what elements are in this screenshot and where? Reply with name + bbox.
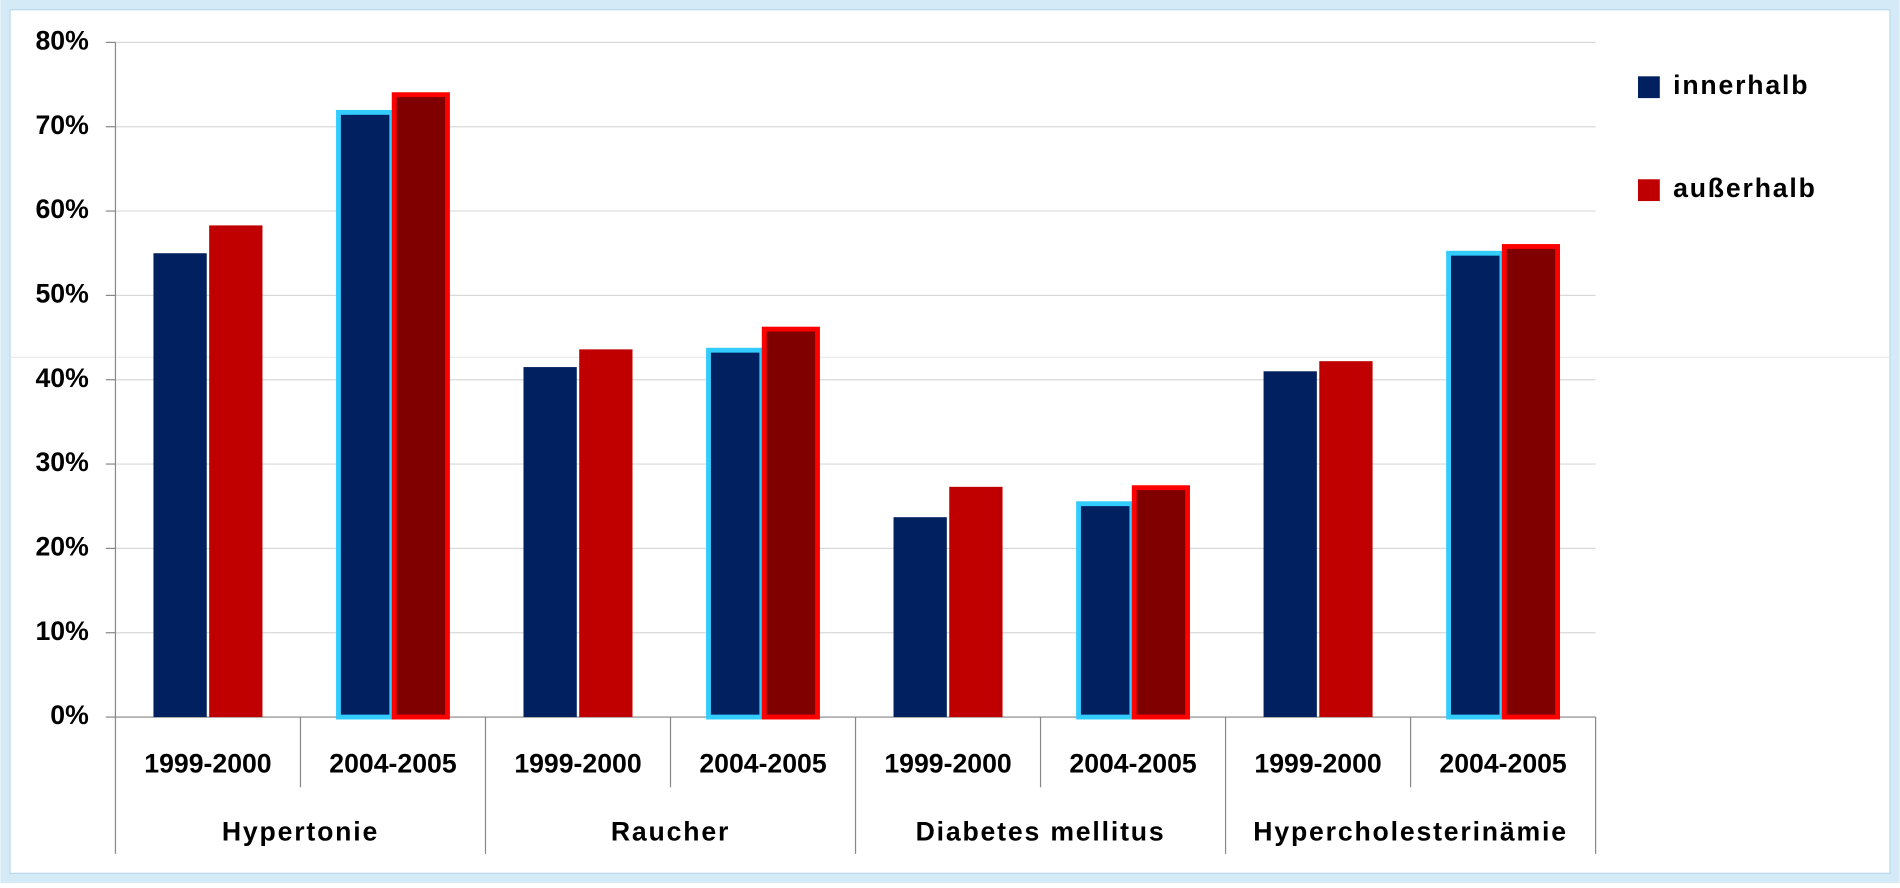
- bar: [949, 486, 1003, 718]
- y-tick-label: 80%: [36, 25, 89, 55]
- bar: [209, 225, 263, 718]
- bar: [1131, 485, 1190, 720]
- bar: [579, 349, 633, 718]
- bar: [1263, 371, 1317, 718]
- group-label: Raucher: [611, 816, 730, 846]
- bar: [1076, 501, 1135, 720]
- y-tick-label: 30%: [36, 447, 89, 477]
- legend-label: innerhalb: [1673, 70, 1809, 100]
- x-tick-label: 1999-2000: [514, 749, 641, 779]
- y-tick-label: 40%: [36, 363, 89, 393]
- x-tick-label: 2004-2005: [1069, 749, 1197, 779]
- bar: [1501, 244, 1561, 720]
- y-tick-label: 70%: [36, 110, 89, 140]
- plot-background: [9, 9, 1891, 874]
- y-tick-label: 20%: [36, 531, 89, 561]
- bar: [706, 347, 765, 720]
- y-tick-label: 10%: [36, 616, 89, 646]
- x-tick-label: 1999-2000: [884, 749, 1011, 779]
- x-tick-label: 2004-2005: [329, 749, 457, 779]
- bar: [391, 92, 450, 720]
- group-label: Diabetes mellitus: [916, 816, 1166, 846]
- group-label: Hypercholesterinämie: [1253, 816, 1568, 846]
- x-tick-label: 1999-2000: [1254, 749, 1381, 779]
- legend-swatch: [1637, 76, 1660, 99]
- x-tick-label: 2004-2005: [1439, 749, 1567, 779]
- y-tick-label: 60%: [36, 194, 89, 224]
- bar: [523, 367, 577, 718]
- y-tick-label: 0%: [50, 700, 88, 730]
- bar: [336, 109, 395, 720]
- bar: [153, 253, 207, 718]
- x-tick-label: 2004-2005: [699, 749, 827, 779]
- x-tick-label: 1999-2000: [144, 749, 271, 779]
- bar: [761, 326, 820, 720]
- group-label: Hypertonie: [222, 816, 379, 846]
- legend-swatch: [1637, 179, 1660, 202]
- legend-label: außerhalb: [1673, 173, 1817, 203]
- bar: [893, 517, 947, 718]
- y-tick-label: 50%: [36, 278, 89, 308]
- bar: [1319, 361, 1373, 718]
- bar: [1446, 250, 1505, 720]
